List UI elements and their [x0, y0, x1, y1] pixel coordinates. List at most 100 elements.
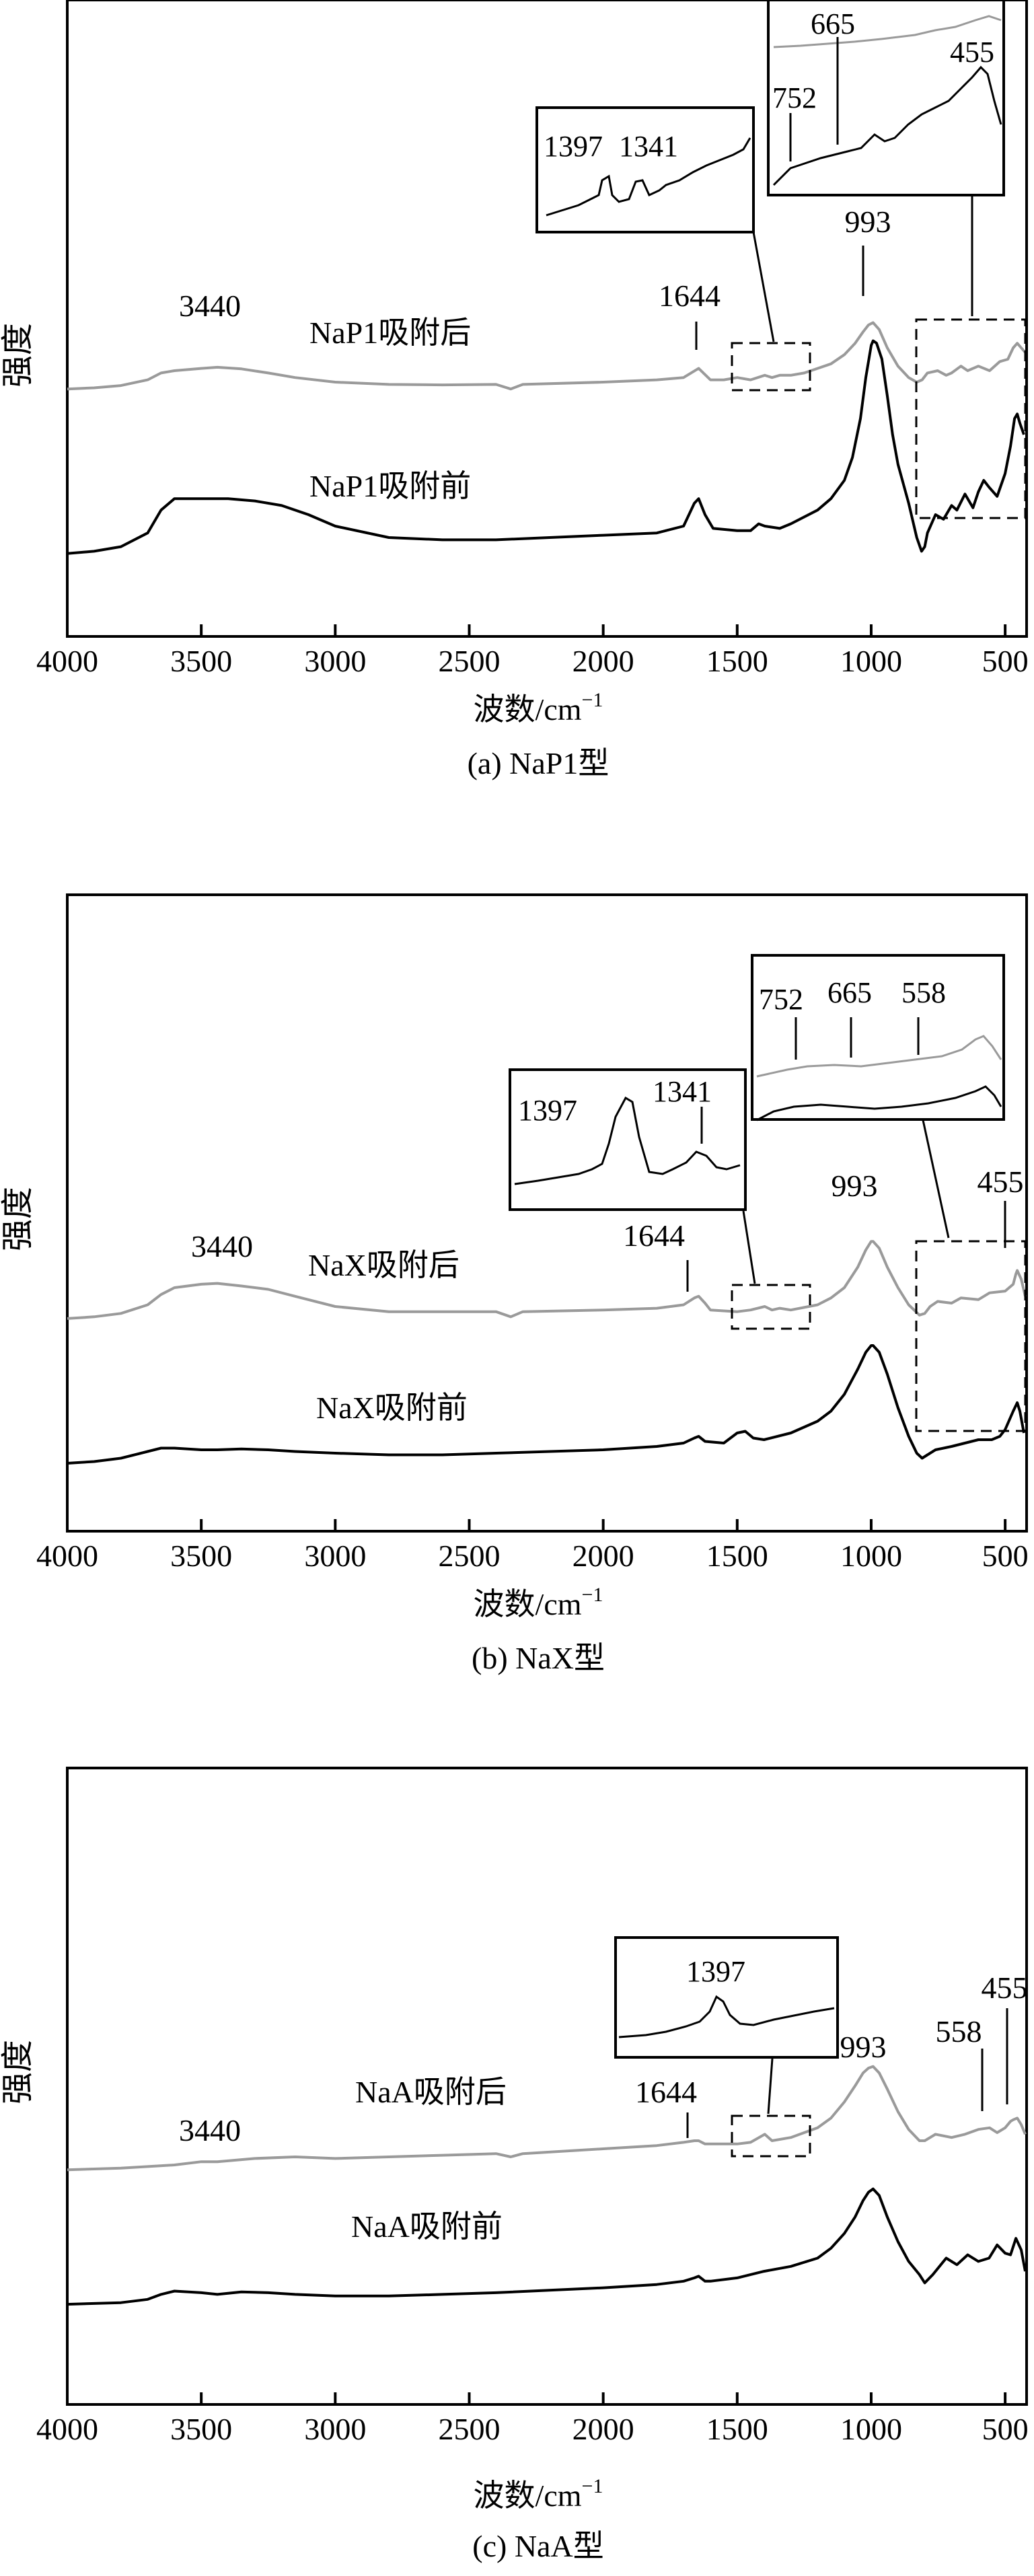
panel-a-inset2-label-665: 665 [811, 7, 855, 40]
x-tick-label: 2500 [438, 2412, 500, 2446]
series-line-after [67, 321, 1027, 391]
panel-b-series-after-label: NaX吸附后 [308, 1248, 459, 1282]
panel-c-label-1644: 1644 [635, 2075, 697, 2109]
panel-b: 4000 3500 3000 2500 2000 1500 1000 500 强度 波数/cm… [0, 893, 1029, 1675]
panel-a-ylabel: 强度 [0, 323, 36, 388]
series-line-before [67, 339, 1025, 555]
series-line-after [67, 2065, 1027, 2172]
panel-b-inset2 [751, 954, 1005, 1121]
x-tick-label: 2000 [573, 2412, 634, 2446]
panel-c-inset-trace [618, 1995, 835, 2038]
panel-c-ylabel: 强度 [0, 2040, 36, 2104]
panel-b-caption: (b) NaX型 [472, 1641, 605, 1675]
x-tick-label: 3000 [304, 2412, 366, 2446]
panel-a-zoom-box-fingerprint [915, 318, 1027, 519]
x-tick-label: 2500 [438, 1539, 500, 1573]
x-tick-label: 1500 [706, 1539, 768, 1573]
panel-a-inset2-label-455: 455 [950, 36, 994, 69]
panel-c-xlabel: 波数/cm−1 [474, 2475, 603, 2513]
x-tick-label: 1500 [706, 644, 768, 678]
x-tick-label: 3000 [304, 644, 366, 678]
panel-a-inset1 [536, 106, 755, 233]
panel-b-inset2-label-752: 752 [759, 983, 803, 1016]
panel-c-inset-label-1397: 1397 [686, 1955, 745, 1988]
panel-a-inset1-trace [546, 137, 751, 217]
panel-a-plot [67, 321, 1027, 555]
series-line-before [67, 2187, 1027, 2306]
panel-a-caption: (a) NaP1型 [468, 746, 610, 780]
panel-a-xlabel: 波数/cm−1 [474, 689, 603, 727]
panel-b-inset2-label-558: 558 [901, 976, 946, 1009]
panel-b-zoom-box-1397 [731, 1284, 811, 1330]
x-tick-label: 4000 [36, 2412, 98, 2446]
panel-b-plot [67, 1240, 1027, 1465]
series-line-after [67, 1240, 1027, 1320]
panel-c: 4000 3500 3000 2500 2000 1500 1000 500 强度 波数/cm… [0, 1767, 1029, 2563]
panel-a-label-3440: 3440 [179, 289, 241, 323]
panel-c-plot [67, 2065, 1027, 2306]
x-tick-label: 2000 [573, 644, 634, 678]
panel-b-ylabel: 强度 [0, 1187, 36, 1251]
panel-a-x-ticks: 4000 3500 3000 2500 2000 1500 1000 500 [36, 624, 1029, 678]
panel-b-label-455: 455 [977, 1165, 1024, 1199]
x-tick-label: 500 [982, 2412, 1029, 2446]
panel-a: 4000 3500 3000 2500 2000 1500 1000 500 强度 波数/cm… [0, 0, 1029, 780]
panel-a-series-after-label: NaP1吸附后 [309, 316, 471, 350]
panel-b-inset2-trace-before [756, 1085, 1002, 1121]
panel-b-inset2-trace-after [756, 1035, 1002, 1078]
panel-b-label-3440: 3440 [191, 1229, 253, 1263]
panel-b-x-ticks: 4000 3500 3000 2500 2000 1500 1000 500 [36, 1519, 1029, 1573]
panel-b-inset2-label-665: 665 [827, 976, 872, 1009]
x-tick-label: 2500 [438, 644, 500, 678]
panel-a-frame [66, 0, 1028, 638]
x-tick-label: 500 [982, 644, 1029, 678]
panel-b-inset1 [509, 1068, 747, 1211]
x-tick-label: 3500 [170, 2412, 232, 2446]
panel-a-inset2-trace-after [773, 15, 1002, 48]
panel-b-frame [66, 893, 1028, 1533]
panel-b-inset1-label-1397: 1397 [518, 1094, 577, 1127]
x-tick-label: 4000 [36, 1539, 98, 1573]
panel-a-label-1644: 1644 [659, 279, 721, 313]
panel-c-x-ticks: 4000 3500 3000 2500 2000 1500 1000 500 [36, 2392, 1029, 2446]
panel-a-inset1-label-1397: 1397 [544, 130, 603, 163]
panel-c-label-558: 558 [936, 2014, 982, 2049]
panel-b-inset1-trace [514, 1096, 741, 1185]
panel-b-label-1644: 1644 [623, 1218, 685, 1253]
panel-b-xlabel: 波数/cm−1 [474, 1584, 603, 1621]
series-line-before [67, 1344, 1025, 1465]
x-tick-label: 2000 [573, 1539, 634, 1573]
x-tick-label: 1500 [706, 2412, 768, 2446]
x-tick-label: 3500 [170, 1539, 232, 1573]
panel-b-inset2-leader [922, 1119, 950, 1239]
panel-c-zoom-box-1397 [731, 2114, 811, 2158]
panel-a-inset1-leader [752, 231, 775, 342]
panel-b-inset1-leader [742, 1210, 756, 1284]
x-tick-label: 500 [982, 1539, 1029, 1573]
panel-b-zoom-box-fingerprint [915, 1240, 1027, 1432]
x-tick-label: 1000 [840, 644, 902, 678]
panel-c-caption: (c) NaA型 [472, 2529, 603, 2563]
panel-c-label-455: 455 [982, 1971, 1028, 2005]
panel-a-inset1-label-1341: 1341 [619, 130, 678, 163]
x-tick-label: 3500 [170, 644, 232, 678]
panel-c-label-993: 993 [840, 2030, 887, 2064]
panel-a-inset2-trace-before [772, 65, 1002, 186]
panel-a-inset2-label-752: 752 [772, 81, 817, 114]
panel-a-label-993: 993 [845, 205, 891, 239]
x-tick-label: 3000 [304, 1539, 366, 1573]
panel-b-series-before-label: NaX吸附前 [316, 1391, 468, 1425]
panel-b-inset1-label-1341: 1341 [653, 1075, 712, 1108]
panel-a-zoom-box-1397 [731, 342, 811, 392]
panel-c-inset [614, 1936, 839, 2059]
x-tick-label: 4000 [36, 644, 98, 678]
panel-c-frame [66, 1767, 1028, 2406]
panel-c-series-after-label: NaA吸附后 [355, 2075, 507, 2109]
panel-a-series-before-label: NaP1吸附前 [309, 469, 471, 503]
x-tick-label: 1000 [840, 2412, 902, 2446]
panel-c-inset-leader [767, 2058, 774, 2114]
panel-c-label-3440: 3440 [179, 2113, 241, 2147]
panel-c-series-before-label: NaA吸附前 [351, 2209, 503, 2244]
panel-b-label-993: 993 [832, 1169, 878, 1203]
